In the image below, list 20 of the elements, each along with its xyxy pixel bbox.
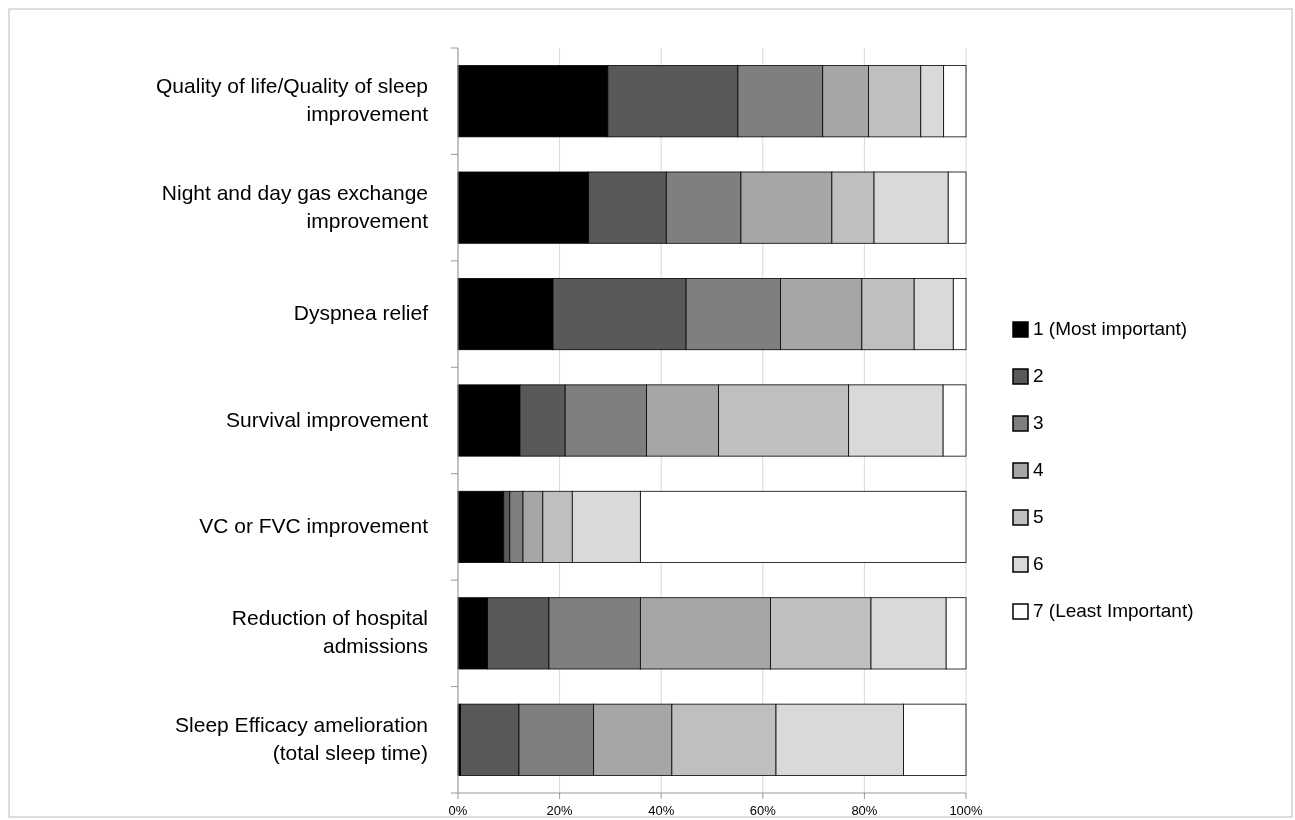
y-tick-label: Dyspnea relief xyxy=(293,300,429,324)
y-tick-label: Night and day gas exchange improvement xyxy=(161,180,429,232)
y-tick-label: Reduction of hospital admissions xyxy=(231,605,428,657)
y-tick-label: VC or FVC improvement xyxy=(199,513,429,537)
x-tick-label: 80% xyxy=(851,803,878,818)
legend-label: 7 (Least Important) xyxy=(1033,600,1194,622)
x-tick-label: 0% xyxy=(448,803,468,818)
legend-label: 6 xyxy=(1033,553,1044,575)
legend-label: 2 xyxy=(1033,365,1044,387)
x-tick-label: 60% xyxy=(749,803,777,818)
y-tick-label: Quality of life/Quality of sleep improvement xyxy=(156,73,429,125)
x-tick-label: 100% xyxy=(949,803,984,818)
y-tick-label: Sleep Efficacy amelioration (total sleep time) xyxy=(175,712,428,764)
legend-label: 5 xyxy=(1033,506,1044,528)
x-tick-label: 20% xyxy=(546,803,574,818)
legend-label: 3 xyxy=(1033,412,1044,434)
x-tick-label: 40% xyxy=(648,803,675,818)
y-tick-label: Survival improvement xyxy=(226,407,429,431)
legend-label: 1 (Most important) xyxy=(1033,318,1188,340)
legend-label: 4 xyxy=(1033,459,1044,481)
